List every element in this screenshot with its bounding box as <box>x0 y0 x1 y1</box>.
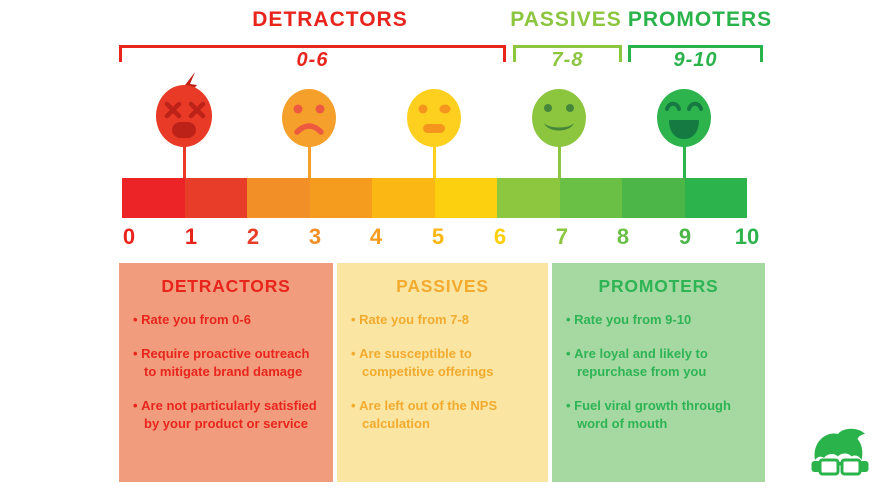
passives-range-bracket: 7-8 <box>513 45 622 71</box>
scale-number-5: 5 <box>431 224 445 249</box>
face-stem-5 <box>433 140 436 178</box>
passives-panel: PASSIVES Rate you from 7-8 Are susceptib… <box>337 263 548 482</box>
scale-number-2: 2 <box>246 224 260 249</box>
list-item: Require proactive outreach to mitigate b… <box>133 345 319 381</box>
list-item: Are susceptible to competitive offerings <box>351 345 534 381</box>
promoters-heading: PROMOTERS <box>627 8 773 31</box>
scale-number-4: 4 <box>369 224 383 249</box>
detractors-panel: DETRACTORS Rate you from 0-6 Require pro… <box>119 263 333 482</box>
scale-segment-2 <box>247 178 310 218</box>
nps-scale-bar <box>122 178 747 218</box>
scale-segment-1 <box>184 178 247 218</box>
list-item: Rate you from 9-10 <box>566 311 751 329</box>
detractors-panel-title: DETRACTORS <box>161 276 291 296</box>
scale-number-1: 1 <box>184 224 198 249</box>
scale-number-3: 3 <box>308 224 322 249</box>
list-item: Fuel viral growth through word of mouth <box>566 397 751 433</box>
list-item: Rate you from 0-6 <box>133 311 319 329</box>
scale-segment-8 <box>622 178 685 218</box>
scale-segment-6 <box>497 178 560 218</box>
scale-number-8: 8 <box>616 224 630 249</box>
scale-number-7: 7 <box>555 224 569 249</box>
scale-number-0: 0 <box>122 224 136 249</box>
scale-number-10: 10 <box>734 224 760 249</box>
passives-range-label: 7-8 <box>551 49 584 71</box>
promoters-panel-title: PROMOTERS <box>598 276 719 296</box>
feedough-mascot-logo-icon <box>811 428 869 476</box>
scale-segment-0 <box>122 178 185 218</box>
scale-segment-5 <box>434 178 497 218</box>
passives-heading: PASSIVES <box>510 8 622 31</box>
scale-segment-7 <box>559 178 622 218</box>
list-item: Rate you from 7-8 <box>351 311 534 329</box>
promoters-range-label: 9-10 <box>673 49 718 71</box>
scale-segment-3 <box>309 178 372 218</box>
scale-segment-4 <box>372 178 435 218</box>
face-stem-9 <box>683 140 686 178</box>
dead-angry-face-icon <box>156 72 212 147</box>
list-item: Are not particularly satisfied by your p… <box>133 397 319 433</box>
detractors-range-bracket: 0-6 <box>119 45 506 71</box>
face-stem-7 <box>558 140 561 178</box>
detractors-bullet-list: Rate you from 0-6 Require proactive outr… <box>133 311 319 433</box>
face-stem-3 <box>308 140 311 178</box>
scale-number-6: 6 <box>493 224 507 249</box>
neutral-face-icon <box>407 89 461 147</box>
promoters-panel: PROMOTERS Rate you from 9-10 Are loyal a… <box>552 263 765 482</box>
scale-segment-9 <box>684 178 747 218</box>
promoters-bullet-list: Rate you from 9-10 Are loyal and likely … <box>566 311 751 433</box>
list-item: Are left out of the NPS calculation <box>351 397 534 433</box>
passives-panel-title: PASSIVES <box>396 276 489 296</box>
list-item: Are loyal and likely to repurchase from … <box>566 345 751 381</box>
passives-bullet-list: Rate you from 7-8 Are susceptible to com… <box>351 311 534 433</box>
scale-number-9: 9 <box>678 224 692 249</box>
happy-face-icon <box>657 89 711 147</box>
promoters-range-bracket: 9-10 <box>628 45 763 71</box>
face-stem-1 <box>183 140 186 178</box>
smiling-face-icon <box>532 89 586 147</box>
frowning-face-icon <box>282 89 336 147</box>
detractors-range-label: 0-6 <box>296 49 329 71</box>
detractors-heading: DETRACTORS <box>252 8 408 31</box>
